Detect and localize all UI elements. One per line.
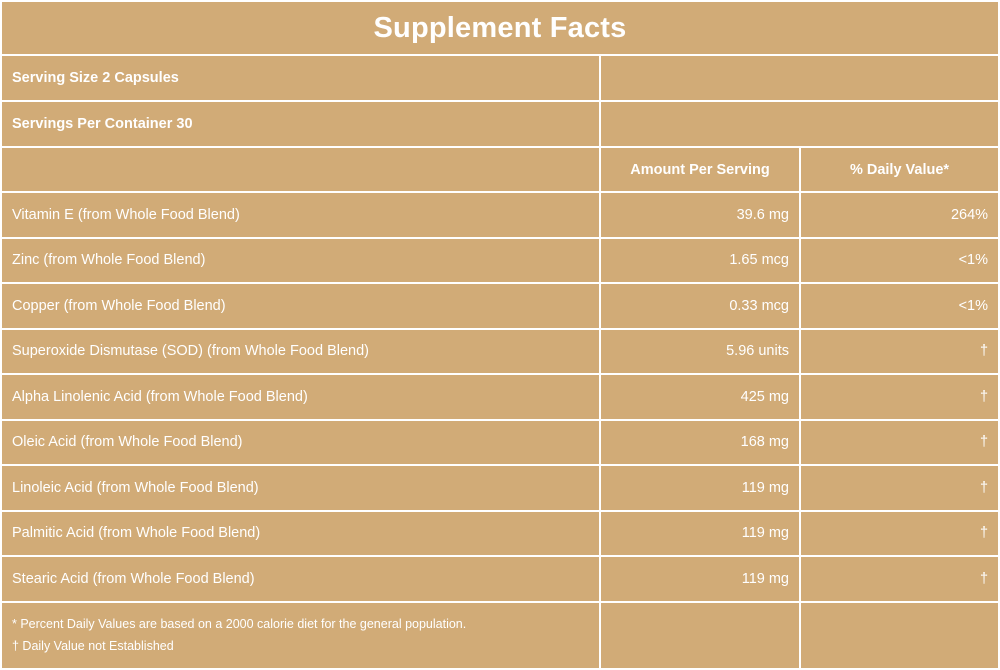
nutrient-row: Alpha Linolenic Acid (from Whole Food Bl… xyxy=(2,373,999,421)
nutrient-name: Copper (from Whole Food Blend) xyxy=(2,282,601,330)
nutrient-name: Stearic Acid (from Whole Food Blend) xyxy=(2,555,601,603)
nutrient-amount: 5.96 units xyxy=(599,327,801,375)
percent-daily-value-footnote: * Percent Daily Values are based on a 20… xyxy=(12,617,467,631)
empty-cell xyxy=(798,600,999,668)
nutrient-amount: 168 mg xyxy=(599,418,801,466)
empty-header-cell xyxy=(2,146,601,193)
serving-size-row: Serving Size 2 Capsules xyxy=(2,54,999,102)
dagger-footnote: † Daily Value not Established xyxy=(12,639,174,653)
nutrient-name: Alpha Linolenic Acid (from Whole Food Bl… xyxy=(2,373,601,421)
nutrient-amount: 119 mg xyxy=(599,464,801,512)
empty-cell xyxy=(598,100,999,148)
nutrient-amount: 1.65 mcg xyxy=(599,236,801,284)
title-row: Supplement Facts xyxy=(2,2,999,56)
nutrient-name: Palmitic Acid (from Whole Food Blend) xyxy=(2,509,601,557)
nutrient-daily-value: <1% xyxy=(798,282,999,330)
servings-per-container: Servings Per Container 30 xyxy=(2,100,601,148)
nutrient-row: Palmitic Acid (from Whole Food Blend) 11… xyxy=(2,509,999,557)
panel-title: Supplement Facts xyxy=(2,2,999,56)
footnotes: * Percent Daily Values are based on a 20… xyxy=(2,600,601,668)
nutrient-name: Linoleic Acid (from Whole Food Blend) xyxy=(2,464,601,512)
empty-cell xyxy=(598,54,999,102)
nutrient-amount: 119 mg xyxy=(599,509,801,557)
nutrient-row: Superoxide Dismutase (SOD) (from Whole F… xyxy=(2,327,999,375)
nutrient-name: Superoxide Dismutase (SOD) (from Whole F… xyxy=(2,327,601,375)
empty-cell xyxy=(599,600,801,668)
amount-per-serving-header: Amount Per Serving xyxy=(599,146,801,193)
nutrient-name: Vitamin E (from Whole Food Blend) xyxy=(2,191,601,239)
nutrient-daily-value: 264% xyxy=(798,191,999,239)
nutrient-daily-value: † xyxy=(798,327,999,375)
nutrient-row: Vitamin E (from Whole Food Blend) 39.6 m… xyxy=(2,191,999,239)
nutrient-amount: 119 mg xyxy=(599,555,801,603)
nutrient-daily-value: † xyxy=(798,509,999,557)
nutrient-daily-value: † xyxy=(798,555,999,603)
nutrient-daily-value: † xyxy=(798,418,999,466)
nutrient-daily-value: † xyxy=(798,464,999,512)
daily-value-header: % Daily Value* xyxy=(798,146,999,193)
serving-size: Serving Size 2 Capsules xyxy=(2,54,601,102)
nutrient-amount: 425 mg xyxy=(599,373,801,421)
nutrient-row: Copper (from Whole Food Blend) 0.33 mcg … xyxy=(2,282,999,330)
nutrient-row: Oleic Acid (from Whole Food Blend) 168 m… xyxy=(2,418,999,466)
nutrient-daily-value: † xyxy=(798,373,999,421)
nutrient-name: Oleic Acid (from Whole Food Blend) xyxy=(2,418,601,466)
nutrient-amount: 39.6 mg xyxy=(599,191,801,239)
nutrient-row: Zinc (from Whole Food Blend) 1.65 mcg <1… xyxy=(2,236,999,284)
servings-per-container-row: Servings Per Container 30 xyxy=(2,100,999,148)
nutrient-name: Zinc (from Whole Food Blend) xyxy=(2,236,601,284)
nutrient-row: Linoleic Acid (from Whole Food Blend) 11… xyxy=(2,464,999,512)
column-header-row: Amount Per Serving % Daily Value* xyxy=(2,146,999,193)
footnote-row: * Percent Daily Values are based on a 20… xyxy=(2,600,999,668)
nutrient-row: Stearic Acid (from Whole Food Blend) 119… xyxy=(2,555,999,603)
nutrient-amount: 0.33 mcg xyxy=(599,282,801,330)
nutrient-daily-value: <1% xyxy=(798,236,999,284)
